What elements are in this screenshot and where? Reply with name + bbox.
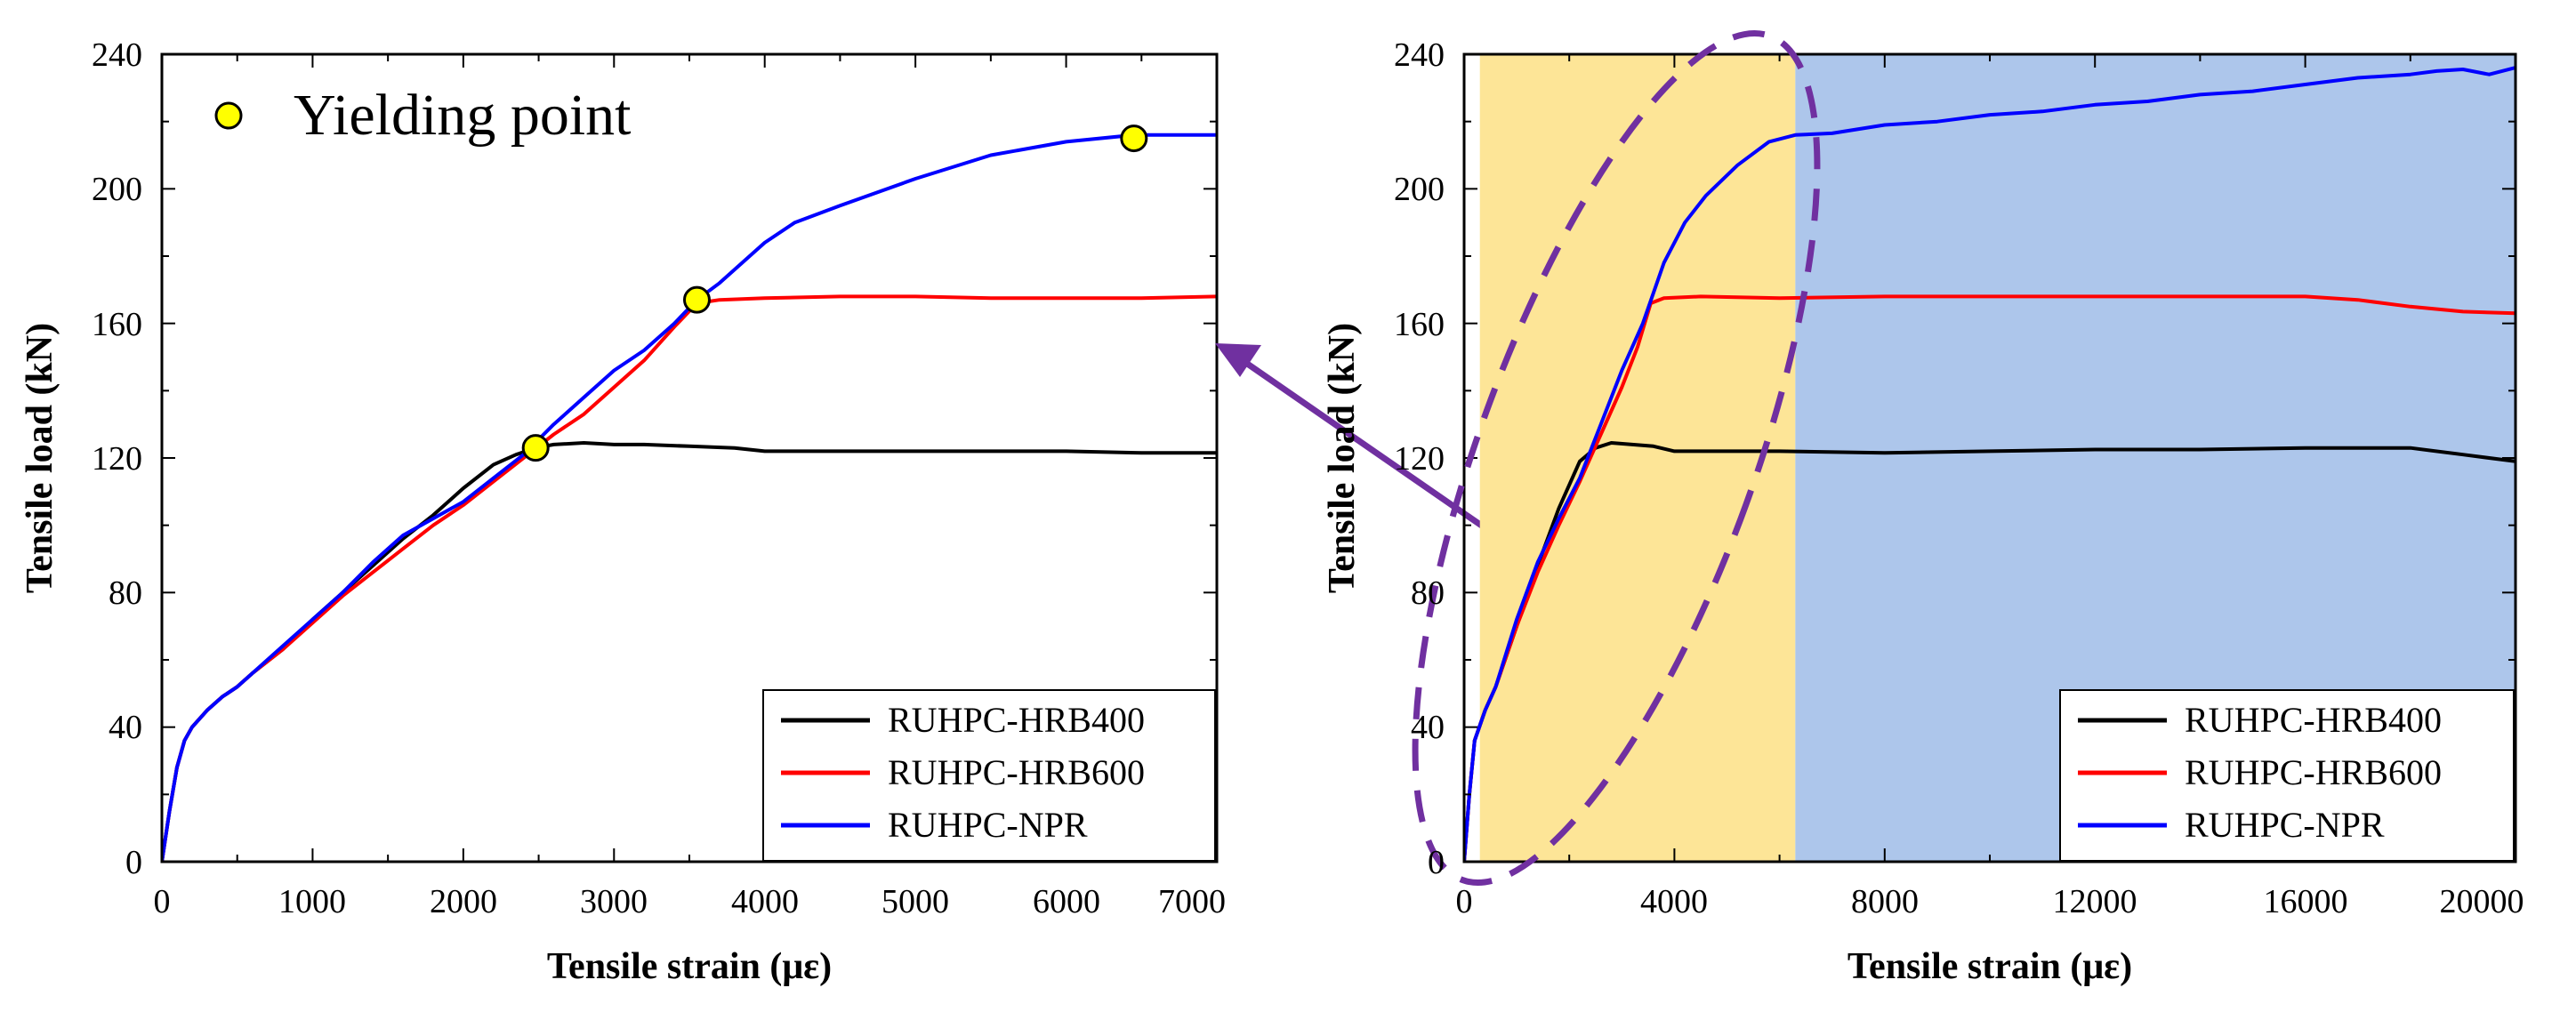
right-xtick-label: 0 [1456, 883, 1473, 920]
yield-point-marker [1120, 124, 1148, 153]
left-x-axis-title: Tensile strain (με) [547, 946, 832, 987]
right-xtick-label: 8000 [1851, 883, 1919, 920]
right-legend: RUHPC-HRB400 RUHPC-HRB600 RUHPC-NPR [2059, 689, 2515, 862]
left-yield-points-group [521, 124, 1148, 462]
left-xtick-label: 0 [154, 883, 171, 920]
left-chart: 0 40 80 120 160 200 240 0 1000 2000 3000… [20, 36, 1226, 987]
yield-legend-label: Yielding point [294, 83, 632, 148]
left-legend-label: RUHPC-HRB400 [888, 700, 1145, 740]
right-legend-label: RUHPC-HRB600 [2185, 752, 2442, 792]
right-ytick-label: 240 [1394, 36, 1445, 74]
right-legend-box [2059, 689, 2515, 862]
right-legend-label: RUHPC-NPR [2185, 805, 2385, 845]
right-xtick-label: 16000 [2264, 883, 2348, 920]
left-ytick-label: 40 [109, 709, 142, 746]
left-ytick-label: 160 [92, 306, 142, 343]
left-xtick-label: 3000 [580, 883, 648, 920]
left-legend-label: RUHPC-NPR [888, 805, 1088, 845]
right-xtick-label: 12000 [2053, 883, 2137, 920]
right-x-axis-title: Tensile strain (με) [1847, 946, 2132, 987]
yield-point-marker [521, 434, 550, 462]
right-ytick-label: 40 [1411, 709, 1445, 746]
right-xtick-label: 4000 [1640, 883, 1708, 920]
right-ytick-label: 200 [1394, 171, 1445, 208]
right-y-axis-title: Tensile load (kN) [1322, 323, 1363, 593]
left-legend: RUHPC-HRB400 RUHPC-HRB600 RUHPC-NPR [762, 689, 1216, 862]
left-y-axis-title: Tensile load (kN) [20, 323, 60, 593]
right-chart: 0 40 80 120 160 200 240 0 4000 8000 1200… [1322, 30, 2524, 987]
left-xtick-label: 5000 [881, 883, 949, 920]
highlight-ellipse [1412, 30, 1821, 886]
right-ytick-label: 160 [1394, 306, 1445, 343]
right-ytick-label: 0 [1428, 844, 1445, 881]
left-ytick-label: 200 [92, 171, 142, 208]
left-xtick-label: 7000 [1158, 883, 1226, 920]
left-ytick-label: 240 [92, 36, 142, 74]
left-series-line-ruhpc-npr [162, 133, 1217, 862]
right-xtick-label: 20000 [2440, 883, 2524, 920]
left-xtick-label: 1000 [278, 883, 346, 920]
right-shaded-region-1 [1479, 54, 1796, 862]
left-series-group [162, 133, 1217, 862]
connector-arrow-head [1215, 343, 1261, 377]
right-ytick-label: 120 [1394, 440, 1445, 478]
left-plot-area [162, 124, 1217, 862]
yield-legend-marker [214, 101, 243, 130]
left-ytick-label: 0 [125, 844, 142, 881]
left-xtick-label: 2000 [430, 883, 497, 920]
left-xtick-label: 4000 [731, 883, 799, 920]
right-series-group [1464, 66, 2516, 862]
yield-point-marker [682, 285, 711, 314]
right-legend-label: RUHPC-HRB400 [2185, 700, 2442, 740]
left-ytick-label: 80 [109, 574, 142, 612]
right-ytick-label: 80 [1411, 574, 1445, 612]
left-xtick-label: 6000 [1033, 883, 1100, 920]
left-ytick-label: 120 [92, 440, 142, 478]
connector-arrow-shaft [1239, 357, 1499, 539]
right-series-line-ruhpc-npr [1464, 66, 2516, 862]
left-legend-label: RUHPC-HRB600 [888, 752, 1145, 792]
